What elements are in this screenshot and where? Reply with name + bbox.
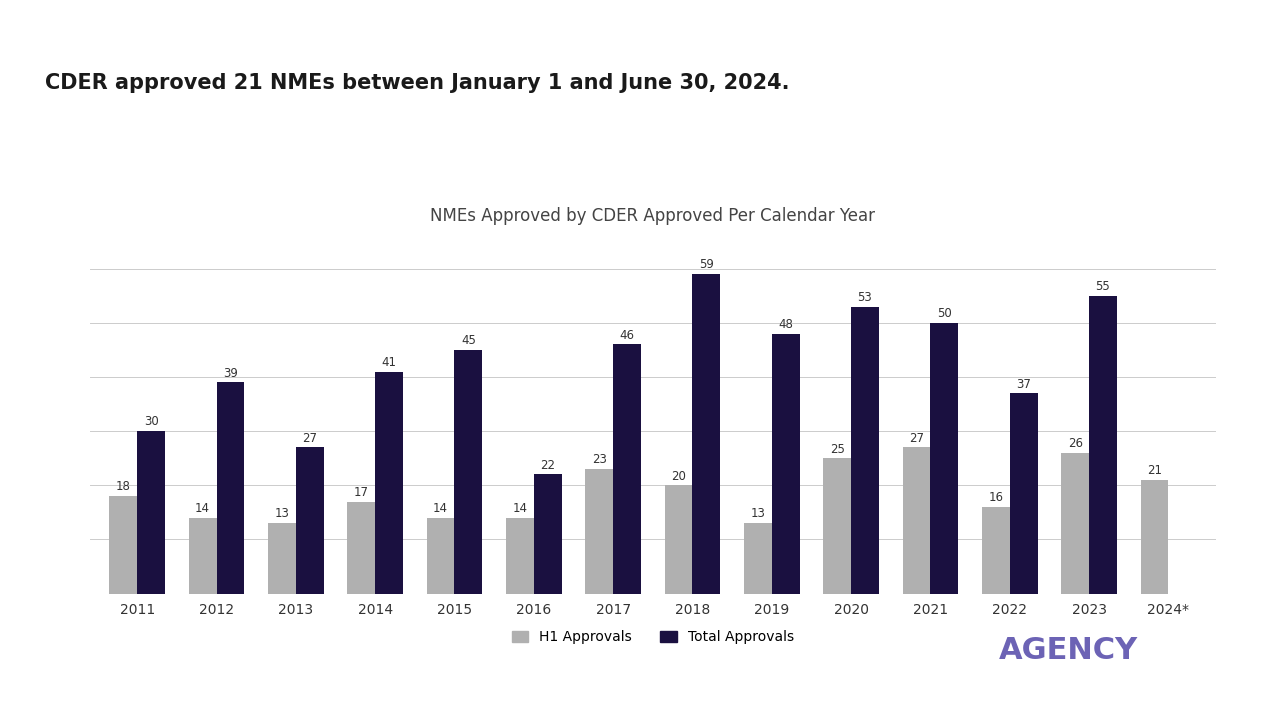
- Bar: [613, 344, 641, 593]
- Text: AGENCY: AGENCY: [998, 636, 1138, 665]
- Bar: [347, 502, 375, 593]
- Text: 23: 23: [591, 454, 607, 467]
- Bar: [664, 485, 692, 593]
- Text: Source: AgencyIQ analysis of FDA’s Drugs@FDA database, January 1, 2011-June 30, : Source: AgencyIQ analysis of FDA’s Drugs…: [26, 657, 652, 671]
- Text: 13: 13: [750, 508, 765, 521]
- Bar: [772, 333, 800, 593]
- Text: 39: 39: [223, 366, 238, 379]
- Bar: [851, 307, 879, 593]
- Text: 48: 48: [778, 318, 794, 331]
- Bar: [982, 507, 1010, 593]
- Text: 14: 14: [512, 502, 527, 515]
- Text: 17: 17: [353, 486, 369, 499]
- Bar: [692, 274, 721, 593]
- Text: 22: 22: [540, 459, 556, 472]
- Text: 13: 13: [274, 508, 289, 521]
- Bar: [268, 523, 296, 593]
- Bar: [506, 518, 534, 593]
- Text: 20: 20: [671, 469, 686, 482]
- Bar: [1089, 296, 1117, 593]
- Bar: [1140, 480, 1169, 593]
- Text: 30: 30: [143, 415, 159, 428]
- Text: CDER approved 21 NMEs between January 1 and June 30, 2024.: CDER approved 21 NMEs between January 1 …: [45, 73, 790, 93]
- Text: 27: 27: [302, 432, 317, 445]
- Text: 18: 18: [116, 480, 131, 493]
- Text: 14: 14: [433, 502, 448, 515]
- Text: 27: 27: [909, 432, 924, 445]
- Bar: [823, 458, 851, 593]
- Text: 16: 16: [988, 491, 1004, 504]
- Text: IQ: IQ: [1146, 636, 1183, 665]
- Bar: [109, 496, 137, 593]
- Text: 26: 26: [1068, 437, 1083, 450]
- Text: BY POLITICO: BY POLITICO: [1146, 685, 1233, 698]
- Text: 37: 37: [1016, 377, 1032, 390]
- Text: |: |: [1137, 635, 1147, 666]
- Text: 45: 45: [461, 334, 476, 347]
- Text: 59: 59: [699, 258, 714, 271]
- Text: 21: 21: [1147, 464, 1162, 477]
- Bar: [426, 518, 454, 593]
- Bar: [454, 350, 483, 593]
- Bar: [296, 447, 324, 593]
- Bar: [585, 469, 613, 593]
- Title: NMEs Approved by CDER Approved Per Calendar Year: NMEs Approved by CDER Approved Per Calen…: [430, 207, 876, 225]
- Text: 53: 53: [858, 291, 873, 304]
- Text: 55: 55: [1096, 280, 1110, 293]
- Bar: [1010, 393, 1038, 593]
- Bar: [534, 474, 562, 593]
- Bar: [902, 447, 931, 593]
- Text: 41: 41: [381, 356, 397, 369]
- Bar: [188, 518, 216, 593]
- Text: 25: 25: [829, 443, 845, 456]
- Bar: [137, 431, 165, 593]
- Bar: [931, 323, 959, 593]
- Text: 46: 46: [620, 329, 635, 342]
- Text: 14: 14: [195, 502, 210, 515]
- Bar: [1061, 453, 1089, 593]
- Text: 50: 50: [937, 307, 952, 320]
- Bar: [744, 523, 772, 593]
- Legend: H1 Approvals, Total Approvals: H1 Approvals, Total Approvals: [506, 625, 800, 650]
- Bar: [216, 382, 244, 593]
- Bar: [375, 372, 403, 593]
